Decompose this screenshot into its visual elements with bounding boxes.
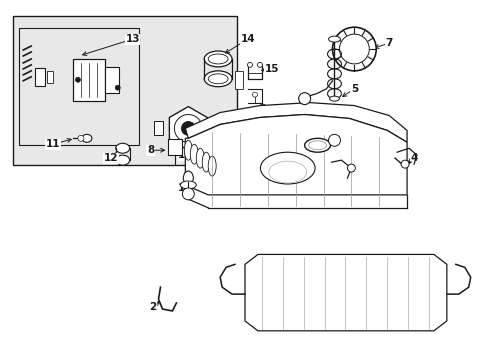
Text: 15: 15 xyxy=(264,64,279,74)
Text: 9: 9 xyxy=(429,292,437,302)
Bar xyxy=(35,68,45,86)
Circle shape xyxy=(328,134,340,146)
Ellipse shape xyxy=(260,152,314,184)
Ellipse shape xyxy=(82,134,92,142)
Polygon shape xyxy=(185,103,406,142)
Circle shape xyxy=(332,27,375,71)
Bar xyxy=(47,71,53,83)
Circle shape xyxy=(78,135,84,141)
Text: 10: 10 xyxy=(210,167,225,177)
Ellipse shape xyxy=(196,148,204,168)
Ellipse shape xyxy=(204,71,232,87)
Text: 1: 1 xyxy=(373,147,380,157)
Ellipse shape xyxy=(183,171,193,185)
Text: 6: 6 xyxy=(330,140,337,150)
Text: 13: 13 xyxy=(125,34,140,44)
Text: 17: 17 xyxy=(178,150,192,160)
Text: 3: 3 xyxy=(333,175,341,185)
Bar xyxy=(168,139,182,155)
Bar xyxy=(13,16,237,165)
Circle shape xyxy=(115,85,120,90)
Text: 11: 11 xyxy=(46,139,60,149)
Ellipse shape xyxy=(180,181,196,189)
Ellipse shape xyxy=(208,54,227,64)
Bar xyxy=(235,71,243,89)
Bar xyxy=(73,59,104,100)
Ellipse shape xyxy=(304,138,330,152)
Ellipse shape xyxy=(328,36,340,42)
Circle shape xyxy=(298,93,310,105)
Circle shape xyxy=(400,160,408,168)
Ellipse shape xyxy=(116,143,129,153)
Polygon shape xyxy=(244,255,446,331)
Text: 5: 5 xyxy=(350,84,357,94)
Circle shape xyxy=(339,34,368,64)
Circle shape xyxy=(252,92,257,97)
Circle shape xyxy=(182,188,194,200)
Ellipse shape xyxy=(329,96,339,101)
Polygon shape xyxy=(185,114,406,195)
Circle shape xyxy=(181,121,195,135)
Text: 8: 8 xyxy=(146,145,154,155)
Bar xyxy=(19,28,138,145)
Text: 16: 16 xyxy=(260,105,275,116)
Ellipse shape xyxy=(268,161,306,183)
Circle shape xyxy=(75,77,80,82)
Circle shape xyxy=(346,164,355,172)
Text: 18: 18 xyxy=(178,183,192,193)
Text: 4: 4 xyxy=(409,153,417,163)
Ellipse shape xyxy=(208,74,227,84)
Ellipse shape xyxy=(116,155,129,165)
Text: 2: 2 xyxy=(148,302,156,312)
Ellipse shape xyxy=(208,156,216,176)
Text: 7: 7 xyxy=(385,38,392,48)
Ellipse shape xyxy=(204,51,232,67)
Ellipse shape xyxy=(190,144,198,164)
Bar xyxy=(104,67,119,93)
Polygon shape xyxy=(169,107,207,150)
Text: 14: 14 xyxy=(240,34,255,44)
Circle shape xyxy=(174,114,202,142)
Bar xyxy=(153,121,163,135)
Ellipse shape xyxy=(202,152,210,172)
Ellipse shape xyxy=(184,140,192,160)
Text: 12: 12 xyxy=(103,153,118,163)
Circle shape xyxy=(247,62,252,67)
Circle shape xyxy=(257,62,262,67)
